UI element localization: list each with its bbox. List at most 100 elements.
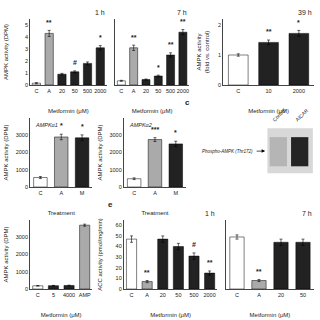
svg-text:0: 0 (25, 82, 28, 88)
svg-text:AMP: AMP (79, 292, 91, 298)
svg-text:A: A (145, 292, 149, 298)
svg-text:1000: 1000 (16, 167, 28, 173)
svg-text:Metformin (μM): Metformin (μM) (41, 312, 82, 318)
svg-text:2: 2 (218, 22, 221, 28)
svg-text:C: C (130, 292, 134, 298)
svg-text:30: 30 (116, 254, 122, 260)
svg-text:Treatment: Treatment (48, 210, 75, 216)
svg-text:AMPKα2: AMPKα2 (129, 122, 152, 128)
svg-text:C: C (34, 88, 38, 94)
svg-text:AMPK activity (DPM): AMPK activity (DPM) (3, 226, 9, 282)
svg-text:2000: 2000 (177, 88, 189, 94)
svg-text:39 h: 39 h (298, 9, 312, 16)
svg-text:20: 20 (278, 292, 284, 298)
svg-text:20: 20 (59, 88, 65, 94)
svg-text:50: 50 (155, 88, 161, 94)
svg-text:Metformin (μM): Metformin (μM) (48, 108, 89, 114)
svg-text:3: 3 (25, 46, 28, 52)
svg-text:7 h: 7 h (177, 9, 187, 16)
svg-text:C: C (132, 190, 136, 196)
svg-text:1000: 1000 (109, 167, 121, 173)
svg-text:#: # (73, 59, 77, 66)
svg-text:0: 0 (25, 184, 28, 190)
svg-text:2: 2 (25, 58, 28, 64)
svg-text:M: M (80, 190, 85, 196)
svg-text:Phospho-AMPK (Thr172): Phospho-AMPK (Thr172) (202, 149, 253, 154)
svg-text:5: 5 (25, 22, 28, 28)
svg-text:AMPK activity(fold vs. control: AMPK activity(fold vs. control) (196, 31, 210, 74)
svg-text:2000: 2000 (293, 88, 305, 94)
svg-text:1 h: 1 h (205, 210, 215, 217)
svg-text:A: A (132, 88, 136, 94)
svg-text:2000: 2000 (109, 149, 121, 155)
svg-text:#: # (192, 241, 196, 248)
svg-text:**: ** (256, 268, 262, 275)
svg-text:*: * (60, 122, 63, 129)
svg-text:C: C (235, 292, 239, 298)
svg-text:A: A (47, 88, 51, 94)
svg-text:C: C (36, 292, 40, 298)
svg-text:500: 500 (166, 88, 175, 94)
svg-text:**: ** (46, 19, 52, 26)
svg-text:3000: 3000 (16, 132, 28, 138)
svg-text:AMPK activity (DPM): AMPK activity (DPM) (3, 124, 9, 180)
svg-text:4000: 4000 (63, 292, 75, 298)
svg-text:1 h: 1 h (95, 9, 105, 16)
svg-text:Metformin (μM): Metformin (μM) (132, 108, 173, 114)
svg-text:AMPKα1: AMPKα1 (35, 122, 58, 128)
svg-text:Metformin (μM): Metformin (μM) (248, 108, 289, 114)
svg-text:**: ** (180, 18, 186, 25)
svg-text:A: A (153, 190, 157, 196)
svg-text:C: C (119, 88, 123, 94)
svg-text:2000: 2000 (16, 149, 28, 155)
svg-text:0: 0 (119, 286, 122, 292)
svg-text:AMPK activity (DPM): AMPK activity (DPM) (3, 24, 9, 80)
svg-text:500: 500 (83, 88, 92, 94)
svg-text:20: 20 (116, 265, 122, 271)
svg-text:50: 50 (116, 233, 122, 239)
svg-text:C: C (236, 88, 240, 94)
svg-text:*: * (81, 123, 84, 130)
svg-text:ACC activity (pmol/mg/min): ACC activity (pmol/mg/min) (97, 218, 103, 291)
svg-text:20: 20 (160, 292, 166, 298)
svg-text:e: e (108, 200, 113, 209)
svg-text:AMPK activity (DPM): AMPK activity (DPM) (97, 124, 103, 180)
svg-text:7 h: 7 h (302, 210, 312, 217)
svg-text:2000: 2000 (94, 88, 106, 94)
svg-text:**: ** (144, 269, 150, 276)
svg-text:3000: 3000 (109, 132, 121, 138)
svg-text:3000: 3000 (16, 234, 28, 240)
svg-text:**: ** (168, 41, 174, 48)
svg-text:Metformin (μM): Metformin (μM) (250, 312, 291, 318)
svg-text:*: * (297, 19, 300, 26)
svg-text:0: 0 (218, 82, 221, 88)
svg-text:A: A (257, 292, 261, 298)
svg-text:**: ** (131, 34, 137, 41)
svg-text:Control: Control (271, 107, 287, 123)
svg-text:2000: 2000 (16, 251, 28, 257)
svg-text:*: * (174, 129, 177, 136)
svg-text:0: 0 (25, 286, 28, 292)
svg-text:C: C (38, 190, 42, 196)
svg-text:60: 60 (116, 222, 122, 228)
svg-text:1: 1 (218, 52, 221, 58)
svg-text:A: A (59, 190, 63, 196)
svg-text:1: 1 (25, 70, 28, 76)
svg-text:40: 40 (116, 243, 122, 249)
svg-text:10: 10 (265, 88, 271, 94)
svg-text:***: *** (151, 126, 159, 133)
svg-text:1000: 1000 (16, 269, 28, 275)
svg-text:Metformin (μM): Metformin (μM) (150, 312, 191, 318)
svg-text:4: 4 (25, 34, 28, 40)
svg-text:*: * (157, 64, 160, 71)
svg-text:*: * (99, 34, 102, 41)
svg-text:0: 0 (119, 184, 122, 190)
svg-text:50: 50 (175, 292, 181, 298)
svg-text:500: 500 (189, 292, 198, 298)
svg-text:AICAR: AICAR (294, 107, 309, 122)
svg-text:50: 50 (300, 292, 306, 298)
svg-text:**: ** (266, 28, 272, 35)
svg-text:20: 20 (143, 88, 149, 94)
svg-text:**: ** (207, 259, 213, 266)
svg-text:Treatment: Treatment (141, 210, 168, 216)
